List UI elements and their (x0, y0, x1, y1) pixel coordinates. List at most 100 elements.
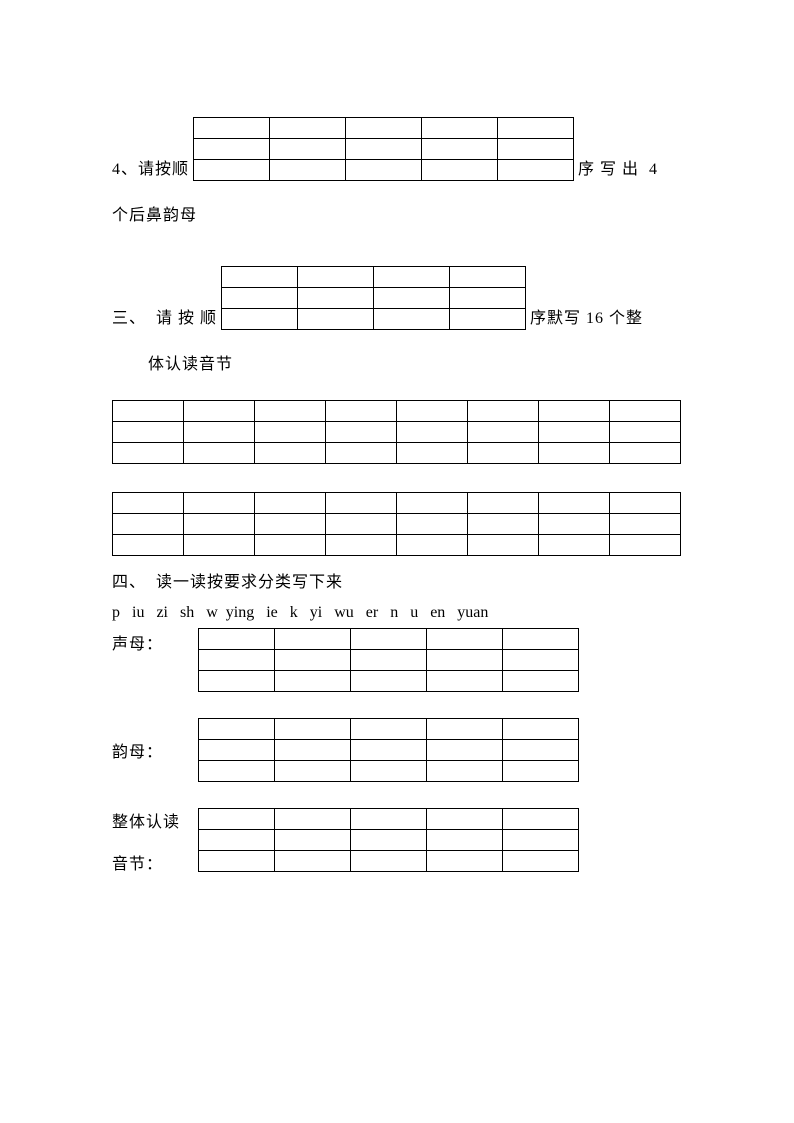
grid-cell (498, 139, 574, 160)
grid-cell (450, 309, 526, 330)
grid-cell (270, 160, 346, 181)
grid-cell (503, 719, 579, 740)
q3-line2: 体认读音节 (148, 350, 682, 374)
grid-cell (298, 267, 374, 288)
q4-line1: 4、请按顺 序 写 出 4 (112, 118, 682, 181)
grid-cell (326, 514, 397, 535)
grid-cell (199, 650, 275, 671)
q4b-label3-wrap: 整体认读 音节： (112, 808, 198, 874)
q4b-label3a: 整体认读 (112, 808, 198, 832)
grid-cell (539, 422, 610, 443)
grid-cell (326, 401, 397, 422)
grid-cell (113, 422, 184, 443)
grid-cell (275, 851, 351, 872)
q3-table-big2 (112, 492, 682, 556)
grid-cell (113, 443, 184, 464)
grid-cell (326, 443, 397, 464)
grid-cell (199, 851, 275, 872)
grid-cell (298, 309, 374, 330)
grid-cell (222, 309, 298, 330)
grid-cell (194, 139, 270, 160)
grid-cell (184, 443, 255, 464)
q4b-label2: 韵母： (112, 738, 198, 762)
grid-cell (275, 809, 351, 830)
grid-cell (298, 288, 374, 309)
grid-cell (427, 671, 503, 692)
grid-cell (194, 118, 270, 139)
grid-cell (397, 422, 468, 443)
grid-cell (255, 401, 326, 422)
grid-cell (422, 118, 498, 139)
grid-cell (275, 629, 351, 650)
grid-cell (427, 650, 503, 671)
grid-cell (199, 740, 275, 761)
grid-cell (427, 809, 503, 830)
grid-cell (351, 809, 427, 830)
grid-cell (427, 629, 503, 650)
q3-suffix: 序默写 16 个整 (530, 304, 643, 328)
q4b-row1: 声母： (112, 628, 682, 692)
grid-cell (498, 160, 574, 181)
grid-cell (503, 830, 579, 851)
q4b-table2 (198, 718, 579, 782)
grid-cell (468, 535, 539, 556)
grid-cell (610, 514, 681, 535)
grid-cell (275, 719, 351, 740)
q4-suffix: 序 写 出 4 (578, 155, 658, 179)
grid-cell (351, 629, 427, 650)
grid-cell (397, 443, 468, 464)
grid-cell (113, 535, 184, 556)
grid-cell (450, 288, 526, 309)
grid-cell (194, 160, 270, 181)
grid-cell (255, 493, 326, 514)
q4-prefix: 4、请按顺 (112, 155, 189, 179)
grid-cell (270, 139, 346, 160)
grid-cell (351, 830, 427, 851)
grid-cell (397, 493, 468, 514)
q3-table-big1 (112, 400, 682, 464)
grid-cell (222, 288, 298, 309)
grid-cell (610, 422, 681, 443)
grid-cell (113, 493, 184, 514)
grid-cell (326, 422, 397, 443)
q4b-table1 (198, 628, 579, 692)
q4-line2: 个后鼻韵母 (112, 201, 682, 225)
grid-cell (351, 671, 427, 692)
grid-cell (351, 650, 427, 671)
grid-cell (326, 535, 397, 556)
grid-cell (427, 719, 503, 740)
grid-cell (468, 443, 539, 464)
grid-cell (222, 267, 298, 288)
grid-cell (255, 514, 326, 535)
grid-cell (468, 422, 539, 443)
q4b-row2: 韵母： (112, 718, 682, 782)
grid-cell (199, 761, 275, 782)
grid-cell (539, 443, 610, 464)
grid-cell (397, 514, 468, 535)
q3-table-small (221, 266, 526, 330)
q4b-letters: p iu zi sh w ying ie k yi wu er n u en y… (112, 604, 682, 622)
grid-cell (351, 761, 427, 782)
grid-cell (427, 830, 503, 851)
grid-cell (468, 401, 539, 422)
grid-cell (255, 443, 326, 464)
q3-line1: 三、 请 按 顺 序默写 16 个整 (112, 267, 682, 330)
grid-cell (450, 267, 526, 288)
grid-cell (113, 514, 184, 535)
q4b-title: 四、 读一读按要求分类写下来 (112, 568, 682, 592)
grid-cell (255, 535, 326, 556)
grid-cell (275, 671, 351, 692)
grid-cell (610, 401, 681, 422)
grid-cell (184, 514, 255, 535)
grid-cell (113, 401, 184, 422)
grid-cell (468, 514, 539, 535)
grid-cell (199, 719, 275, 740)
grid-cell (199, 671, 275, 692)
grid-cell (270, 118, 346, 139)
q4b-table3 (198, 808, 579, 872)
grid-cell (427, 740, 503, 761)
grid-cell (422, 139, 498, 160)
grid-cell (498, 118, 574, 139)
grid-cell (539, 493, 610, 514)
grid-cell (351, 719, 427, 740)
